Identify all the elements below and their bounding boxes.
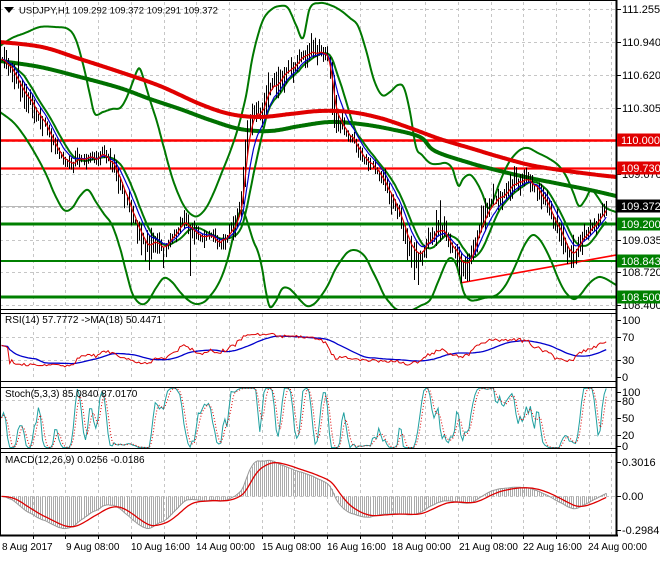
svg-text:109.372: 109.372 [621, 201, 660, 213]
svg-text:8 Aug 2017: 8 Aug 2017 [2, 542, 53, 553]
svg-text:14 Aug 00:00: 14 Aug 00:00 [196, 542, 255, 553]
svg-text:110.305: 110.305 [622, 103, 660, 115]
svg-text:100: 100 [622, 387, 640, 399]
svg-text:0.3016: 0.3016 [622, 457, 656, 469]
svg-text:100: 100 [622, 315, 640, 327]
svg-text:USDJPY,H1 109.292 109.372 109.: USDJPY,H1 109.292 109.372 109.291 109.37… [19, 6, 218, 17]
svg-text:21 Aug 08:00: 21 Aug 08:00 [459, 542, 518, 553]
svg-text:0: 0 [622, 372, 628, 384]
svg-text:RSI(14) 57.7772 ->MA(18) 50.4: RSI(14) 57.7772 ->MA(18) 50.4471 [5, 315, 162, 326]
svg-text:20: 20 [622, 430, 634, 442]
svg-text:0.00: 0.00 [622, 491, 643, 503]
svg-text:111.255: 111.255 [622, 4, 660, 16]
svg-text:50: 50 [622, 413, 634, 425]
svg-text:16 Aug 16:00: 16 Aug 16:00 [327, 542, 386, 553]
svg-text:108.720: 108.720 [622, 267, 660, 279]
svg-text:80: 80 [622, 396, 634, 408]
svg-text:9 Aug 08:00: 9 Aug 08:00 [66, 542, 120, 553]
svg-text:18 Aug 00:00: 18 Aug 00:00 [392, 542, 451, 553]
svg-text:Stoch(5,3,3) 85.0840 87.0170: Stoch(5,3,3) 85.0840 87.0170 [5, 389, 138, 400]
svg-text:30: 30 [622, 355, 634, 367]
svg-text:108.500: 108.500 [621, 292, 660, 304]
svg-text:22 Aug 16:00: 22 Aug 16:00 [523, 542, 582, 553]
svg-text:109.035: 109.035 [622, 235, 660, 247]
svg-text:15 Aug 08:00: 15 Aug 08:00 [262, 542, 321, 553]
svg-text:110.940: 110.940 [622, 37, 660, 49]
svg-text:110.000: 110.000 [621, 135, 660, 147]
svg-text:109.730: 109.730 [621, 163, 660, 175]
svg-text:0: 0 [622, 441, 628, 453]
svg-text:70: 70 [622, 332, 634, 344]
svg-text:108.843: 108.843 [621, 256, 660, 268]
svg-text:10 Aug 16:00: 10 Aug 16:00 [131, 542, 190, 553]
svg-text:109.200: 109.200 [621, 219, 660, 231]
svg-text:110.620: 110.620 [622, 70, 660, 82]
svg-text:24 Aug 00:00: 24 Aug 00:00 [588, 542, 647, 553]
svg-text:MACD(12,26,9) 0.0256 -0.0186: MACD(12,26,9) 0.0256 -0.0186 [5, 455, 145, 466]
svg-text:-0.2984: -0.2984 [622, 525, 659, 537]
